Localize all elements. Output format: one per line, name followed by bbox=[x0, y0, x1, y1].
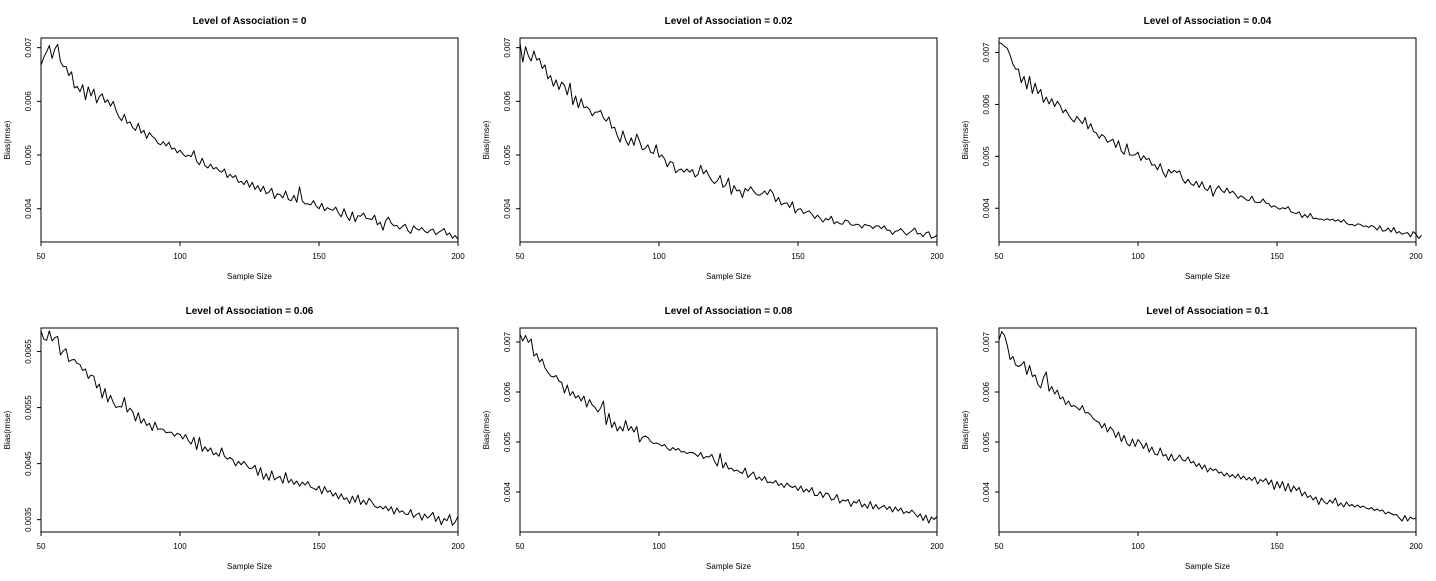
plot-frame bbox=[519, 327, 938, 533]
chart-svg: Level of Association = 0.06 50 100 150 200 0.… bbox=[3, 306, 465, 571]
chart-title: Level of Association = 0.02 bbox=[665, 16, 793, 27]
y-tick-label: 0.0055 bbox=[24, 395, 33, 420]
x-tick-label: 100 bbox=[652, 252, 666, 261]
x-tick-label: 150 bbox=[312, 252, 326, 261]
x-tick-label: 200 bbox=[930, 252, 944, 261]
x-tick-label: 150 bbox=[1270, 252, 1284, 261]
x-tick-label: 200 bbox=[1409, 542, 1423, 551]
plot-frame bbox=[519, 37, 938, 243]
y-tick-label: 0.0035 bbox=[24, 507, 33, 532]
y-axis-label: Bias(rmse) bbox=[961, 120, 970, 159]
series-line bbox=[40, 330, 459, 526]
chart-svg: Level of Association = 0.02 50 100 150 200 0.… bbox=[482, 16, 944, 281]
y-tick-label: 0.007 bbox=[503, 37, 512, 58]
chart-panel: Level of Association = 0 50 100 150 200 0.004… bbox=[0, 0, 478, 290]
y-tick-label: 0.004 bbox=[24, 198, 33, 219]
chart-svg: Level of Association = 0.1 50 100 150 200 0.0… bbox=[961, 306, 1423, 571]
x-tick-label: 200 bbox=[451, 252, 465, 261]
y-axis-label: Bias(rmse) bbox=[3, 410, 12, 449]
chart-panel: Level of Association = 0.06 50 100 150 200 0.… bbox=[0, 290, 478, 580]
y-tick-label: 0.005 bbox=[503, 144, 512, 165]
x-tick-label: 100 bbox=[1131, 542, 1145, 551]
chart-panel: Level of Association = 0.08 50 100 150 200 0.… bbox=[479, 290, 957, 580]
x-axis-label: Sample Size bbox=[706, 272, 751, 281]
y-tick-label: 0.005 bbox=[24, 144, 33, 165]
series-line bbox=[998, 331, 1417, 522]
y-tick-label: 0.0045 bbox=[24, 451, 33, 476]
x-tick-label: 100 bbox=[173, 252, 187, 261]
y-tick-label: 0.006 bbox=[982, 381, 991, 402]
x-axis-label: Sample Size bbox=[1185, 272, 1230, 281]
x-tick-label: 50 bbox=[516, 252, 525, 261]
x-tick-label: 50 bbox=[995, 252, 1004, 261]
plot-frame bbox=[40, 37, 459, 243]
chart-svg: Level of Association = 0.08 50 100 150 200 0.… bbox=[482, 306, 944, 571]
x-tick-label: 50 bbox=[37, 542, 46, 551]
plot-frame bbox=[40, 327, 459, 533]
chart-title: Level of Association = 0.1 bbox=[1146, 306, 1269, 317]
y-tick-label: 0.004 bbox=[982, 198, 991, 219]
y-axis-label: Bias(rmse) bbox=[482, 120, 491, 159]
x-axis-label: Sample Size bbox=[227, 272, 272, 281]
x-tick-label: 50 bbox=[995, 542, 1004, 551]
plot-frame bbox=[998, 37, 1417, 243]
chart-panel: Level of Association = 0.1 50 100 150 200 0.0… bbox=[958, 290, 1436, 580]
chart-title: Level of Association = 0.06 bbox=[186, 306, 314, 317]
y-tick-label: 0.005 bbox=[982, 146, 991, 167]
x-axis-label: Sample Size bbox=[227, 562, 272, 571]
chart-title: Level of Association = 0.08 bbox=[665, 306, 793, 317]
y-tick-label: 0.004 bbox=[982, 481, 991, 502]
x-tick-label: 50 bbox=[516, 542, 525, 551]
x-tick-label: 50 bbox=[37, 252, 46, 261]
x-axis-label: Sample Size bbox=[1185, 562, 1230, 571]
series-line bbox=[519, 42, 938, 239]
x-tick-label: 200 bbox=[1409, 252, 1423, 261]
x-tick-label: 150 bbox=[312, 542, 326, 551]
y-tick-label: 0.007 bbox=[24, 37, 33, 58]
y-tick-label: 0.006 bbox=[24, 91, 33, 112]
chart-title: Level of Association = 0.04 bbox=[1144, 16, 1272, 27]
y-tick-label: 0.005 bbox=[982, 431, 991, 452]
y-axis-label: Bias(rmse) bbox=[961, 410, 970, 449]
x-axis-label: Sample Size bbox=[706, 562, 751, 571]
y-tick-label: 0.006 bbox=[503, 381, 512, 402]
y-tick-label: 0.007 bbox=[982, 42, 991, 63]
chart-panel: Level of Association = 0.04 50 100 150 200 0.… bbox=[958, 0, 1436, 290]
series-line bbox=[40, 43, 459, 240]
y-tick-label: 0.004 bbox=[503, 198, 512, 219]
x-tick-label: 100 bbox=[652, 542, 666, 551]
y-axis-label: Bias(rmse) bbox=[482, 410, 491, 449]
y-axis-label: Bias(rmse) bbox=[3, 120, 12, 159]
x-tick-label: 150 bbox=[791, 542, 805, 551]
y-tick-label: 0.004 bbox=[503, 481, 512, 502]
plot-frame bbox=[998, 327, 1417, 533]
y-tick-label: 0.006 bbox=[982, 94, 991, 115]
y-tick-label: 0.006 bbox=[503, 91, 512, 112]
x-tick-label: 150 bbox=[1270, 542, 1284, 551]
chart-svg: Level of Association = 0 50 100 150 200 0.004… bbox=[3, 16, 465, 281]
x-tick-label: 200 bbox=[451, 542, 465, 551]
chart-svg: Level of Association = 0.04 50 100 150 200 0.… bbox=[961, 16, 1423, 281]
chart-panel: Level of Association = 0.02 50 100 150 200 0.… bbox=[479, 0, 957, 290]
y-tick-label: 0.0065 bbox=[24, 339, 33, 364]
chart-title: Level of Association = 0 bbox=[193, 16, 307, 27]
x-tick-label: 100 bbox=[173, 542, 187, 551]
y-tick-label: 0.005 bbox=[503, 431, 512, 452]
x-tick-label: 150 bbox=[791, 252, 805, 261]
series-line bbox=[519, 333, 938, 524]
x-tick-label: 200 bbox=[930, 542, 944, 551]
x-tick-label: 100 bbox=[1131, 252, 1145, 261]
series-line bbox=[998, 42, 1422, 239]
y-tick-label: 0.007 bbox=[503, 331, 512, 352]
y-tick-label: 0.007 bbox=[982, 331, 991, 352]
